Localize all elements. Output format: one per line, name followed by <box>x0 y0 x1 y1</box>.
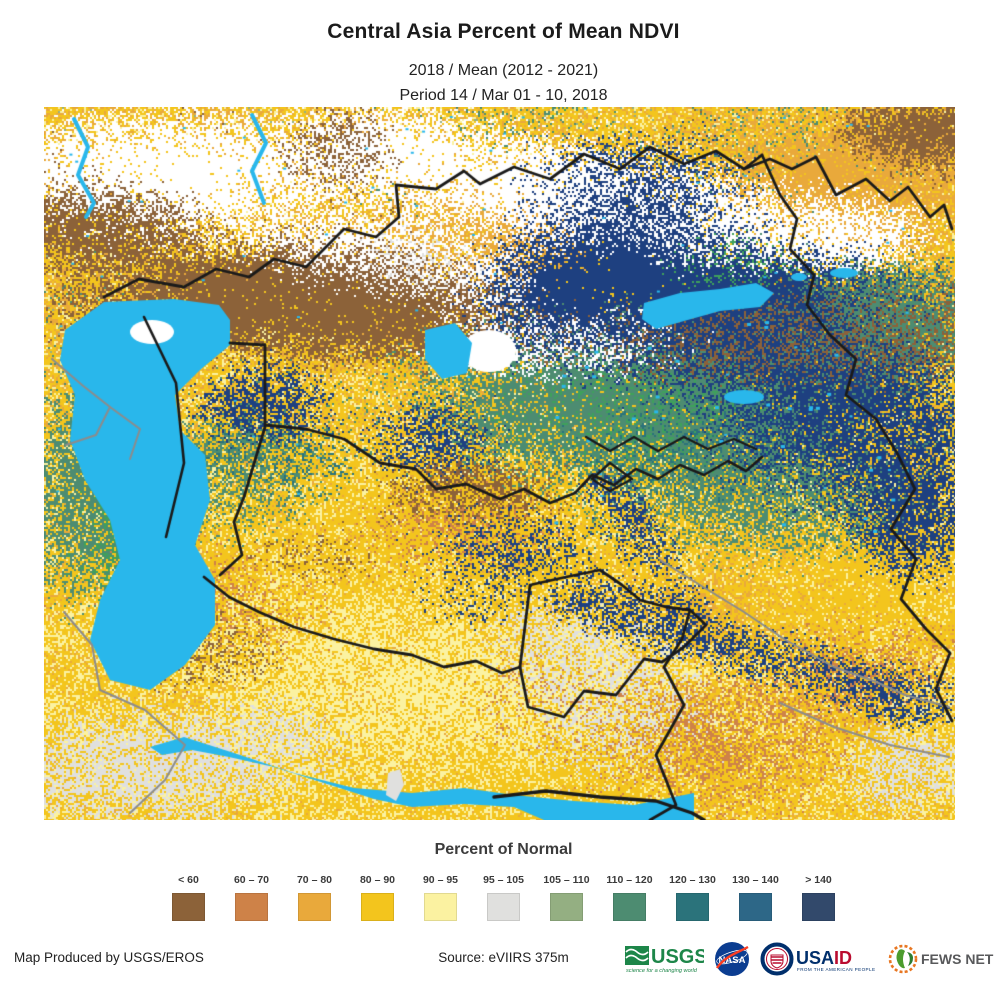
nasa-logo: NASA <box>715 942 749 976</box>
legend-item: 105 – 110 <box>542 874 591 921</box>
legend-swatch <box>550 893 583 921</box>
usaid-stripes-icon <box>771 956 783 964</box>
legend-swatch <box>676 893 709 921</box>
subtitle-period-dates: Period 14 / Mar 01 - 10, 2018 <box>399 87 608 104</box>
legend-class-label: 130 – 140 <box>732 874 779 886</box>
legend-class-label: > 140 <box>805 874 832 886</box>
legend-item: 130 – 140 <box>731 874 780 921</box>
legend-swatch <box>613 893 646 921</box>
legend-class-label: 120 – 130 <box>669 874 716 886</box>
ndvi-raster-map <box>44 107 955 820</box>
agency-logos: USGS science for a changing world NASA U… <box>624 940 999 978</box>
nasa-wordmark: NASA <box>719 955 746 966</box>
legend-swatch <box>235 893 268 921</box>
usgs-logo: USGS science for a changing world <box>625 946 704 974</box>
usaid-wordmark: USAID <box>796 948 852 968</box>
fewsnet-globe-left-icon <box>896 949 905 969</box>
legend-class-label: 60 – 70 <box>233 874 270 886</box>
legend-title: Percent of Normal <box>434 841 573 858</box>
subtitle-period-ratio: 2018 / Mean (2012 - 2021) <box>408 62 599 79</box>
legend-class-label: 80 – 90 <box>359 874 396 886</box>
legend-item: < 60 <box>164 874 213 921</box>
legend-swatch <box>298 893 331 921</box>
legend-swatch <box>487 893 520 921</box>
map <box>44 107 955 820</box>
usaid-tagline: FROM THE AMERICAN PEOPLE <box>797 967 875 972</box>
credit-text: Map Produced by USGS/EROS <box>14 950 204 965</box>
legend-item: > 140 <box>794 874 843 921</box>
nasa-orbit-icon <box>716 949 748 965</box>
legend-item: 80 – 90 <box>353 874 402 921</box>
legend-class-label: 70 – 80 <box>296 874 333 886</box>
legend-class-label: 105 – 110 <box>543 874 590 886</box>
legend-swatch <box>172 893 205 921</box>
fewsnet-wordmark: FEWS NET <box>921 951 994 967</box>
usgs-waves-icon <box>625 948 649 962</box>
legend-item: 120 – 130 <box>668 874 717 921</box>
legend-item: 90 – 95 <box>416 874 465 921</box>
fewsnet-logo: FEWS NET <box>888 944 994 974</box>
usgs-tagline: science for a changing world <box>626 968 698 974</box>
legend-swatch <box>424 893 457 921</box>
page-title: Central Asia Percent of Mean NDVI <box>327 20 680 43</box>
legend-swatch <box>361 893 394 921</box>
legend: < 60 60 – 70 70 – 80 80 – 90 90 – 95 95 – 105… <box>0 874 1007 921</box>
legend-swatch <box>739 893 772 921</box>
legend-class-label: 90 – 95 <box>422 874 459 886</box>
legend-class-label: 110 – 120 <box>606 874 653 886</box>
legend-item: 95 – 105 <box>479 874 528 921</box>
legend-item: 70 – 80 <box>290 874 339 921</box>
fewsnet-globe-right-icon <box>907 952 913 966</box>
legend-item: 110 – 120 <box>605 874 654 921</box>
usaid-shield-icon <box>770 954 784 969</box>
usgs-wordmark: USGS <box>651 946 704 968</box>
usaid-logo: USAID FROM THE AMERICAN PEOPLE <box>760 942 875 976</box>
legend-item: 60 – 70 <box>227 874 276 921</box>
nasa-swoosh-icon <box>716 945 749 969</box>
legend-class-label: < 60 <box>178 874 199 886</box>
legend-swatch <box>802 893 835 921</box>
legend-class-label: 95 – 105 <box>483 874 524 886</box>
source-text: Source: eVIIRS 375m <box>438 950 569 965</box>
